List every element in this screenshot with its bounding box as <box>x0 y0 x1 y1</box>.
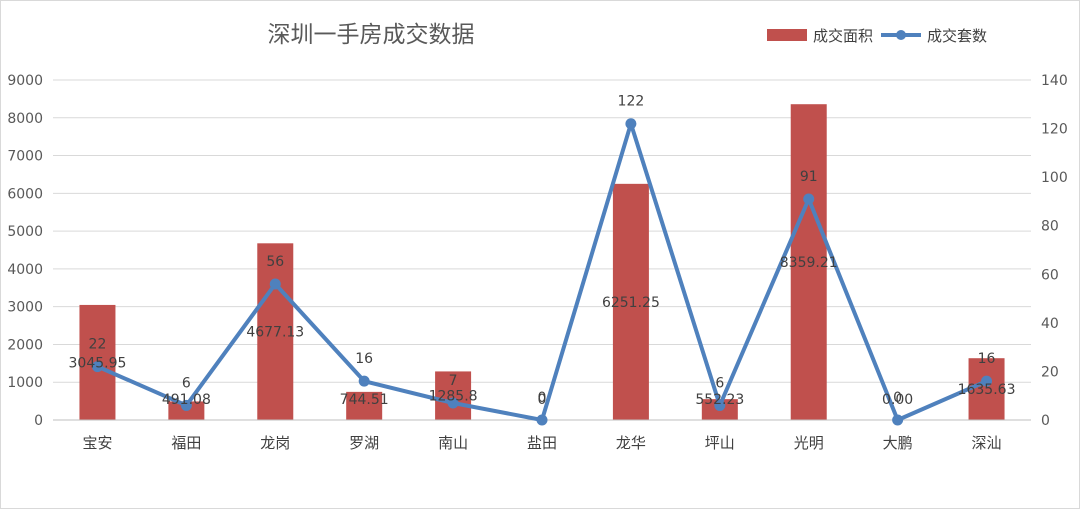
bar-data-label: 552.23 <box>695 392 744 408</box>
line-point <box>180 399 192 411</box>
line-point <box>358 375 370 387</box>
y-right-tick-label: 80 <box>1041 219 1059 235</box>
y-right-tick-label: 40 <box>1041 316 1059 332</box>
bar <box>790 104 827 421</box>
legend-line-label: 成交套数 <box>927 26 988 45</box>
chart-legend: 成交面积 成交套数 <box>767 25 987 45</box>
line-data-label: 56 <box>266 254 284 270</box>
line-data-label: 0 <box>893 390 902 406</box>
line-data-label: 0 <box>538 390 547 406</box>
y-right-tick-label: 120 <box>1041 122 1068 138</box>
line-point <box>714 399 726 411</box>
line-data-label: 16 <box>978 351 996 367</box>
bar-data-label: 1635.63 <box>958 382 1016 398</box>
x-tick-label: 盐田 <box>527 434 557 452</box>
line-point <box>269 278 281 290</box>
legend-bar-label: 成交面积 <box>813 26 874 45</box>
bar <box>968 358 1005 420</box>
y-left-tick-label: 8000 <box>7 111 43 127</box>
y-left-tick-label: 7000 <box>7 149 43 165</box>
bar <box>346 391 383 420</box>
line-point <box>803 193 815 205</box>
line-point <box>536 414 548 426</box>
y-right-tick-label: 0 <box>1041 413 1050 429</box>
bar-data-label: 8359.21 <box>780 255 838 271</box>
legend-line-marker <box>896 30 907 40</box>
bar-data-label: 491.08 <box>162 392 211 408</box>
legend-bar-swatch <box>767 29 807 41</box>
x-tick-label: 南山 <box>438 434 468 452</box>
y-right-tick-label: 140 <box>1041 73 1068 89</box>
line-point <box>91 361 103 373</box>
y-left-tick-label: 3000 <box>7 300 43 316</box>
legend-line-swatch <box>881 30 922 40</box>
line-data-label: 22 <box>89 337 107 353</box>
bar-data-label: 6251.25 <box>602 295 660 311</box>
bar <box>435 371 472 420</box>
series-line <box>96 121 988 422</box>
line-point <box>625 118 637 130</box>
y-right-tick-label: 100 <box>1041 170 1068 186</box>
bar-data-label: 1285.8 <box>429 389 478 405</box>
y-right-tick-label: 20 <box>1041 364 1059 380</box>
x-tick-label: 大鹏 <box>883 434 913 452</box>
x-tick-label: 坪山 <box>705 434 735 452</box>
bar-data-label: 0.00 <box>882 392 913 408</box>
x-tick-label: 福田 <box>171 434 201 452</box>
line-data-label: 6 <box>715 375 724 391</box>
y-left-tick-label: 4000 <box>7 262 43 278</box>
x-tick-label: 宝安 <box>82 434 112 452</box>
y-left-tick-label: 1000 <box>7 375 43 391</box>
line-data-label: 16 <box>355 351 373 367</box>
chart-title: 深圳一手房成交数据 <box>267 22 475 48</box>
bar-data-label: 3045.95 <box>69 355 127 371</box>
x-tick-label: 光明 <box>794 434 824 452</box>
line-data-label: 6 <box>182 375 191 391</box>
y-right-tick-label: 60 <box>1041 267 1059 283</box>
bar-data-label: 0 <box>538 392 547 408</box>
line-point <box>892 414 904 426</box>
y-left-tick-label: 5000 <box>7 224 43 240</box>
y-left-tick-label: 6000 <box>7 186 43 202</box>
bar-data-label: 4677.13 <box>246 325 304 341</box>
line-data-label: 91 <box>800 169 818 185</box>
bar <box>257 243 294 420</box>
x-tick-label: 罗湖 <box>349 434 379 452</box>
line-point <box>981 375 993 387</box>
line-data-label: 7 <box>449 373 458 389</box>
y-left-tick-label: 9000 <box>7 73 43 89</box>
bar <box>612 183 649 420</box>
y-left-tick-label: 2000 <box>7 337 43 353</box>
y-left-tick-label: 0 <box>34 413 43 429</box>
line-data-label: 122 <box>618 94 645 110</box>
line-point <box>447 397 459 409</box>
x-tick-label: 龙岗 <box>260 434 290 452</box>
x-tick-label: 龙华 <box>616 434 646 452</box>
bar-data-label: 744.51 <box>340 392 389 408</box>
x-tick-label: 深汕 <box>972 434 1002 452</box>
